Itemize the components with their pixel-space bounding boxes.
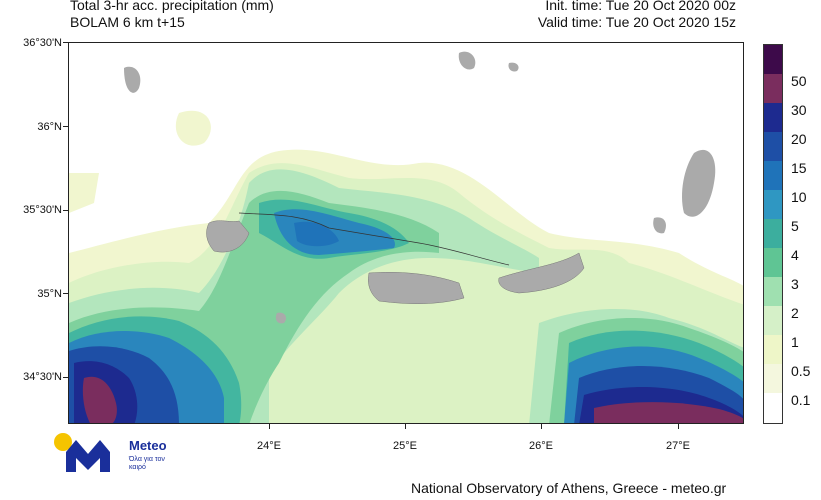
title-line-2: BOLAM 6 km t+15	[70, 14, 185, 30]
colorbar-label: 50	[791, 73, 807, 89]
logo-name: Meteo	[129, 438, 167, 453]
colorbar-band	[764, 219, 782, 248]
precipitation-field	[69, 51, 743, 423]
lat-tick	[63, 126, 68, 127]
lat-label-36: 36°N	[37, 121, 62, 133]
colorbar-label: 15	[791, 160, 807, 176]
meteo-logo	[54, 433, 110, 472]
island-rhodes	[682, 149, 716, 217]
colorbar-label: 5	[791, 218, 799, 234]
colorbar-band	[764, 248, 782, 277]
colorbar-band	[764, 335, 782, 364]
island-kasos	[653, 217, 666, 234]
forecast-times: Init. time: Tue 20 Oct 2020 00z Valid ti…	[538, 0, 736, 31]
lat-label-35: 35°N	[37, 288, 62, 300]
colorbar-label: 1	[791, 334, 799, 350]
lon-label-26: 26°E	[529, 440, 553, 452]
island-santorini	[458, 51, 476, 70]
lat-tick	[63, 42, 68, 43]
island-gavdos	[275, 312, 287, 324]
crete-coastline	[238, 212, 510, 266]
lon-tick	[269, 424, 270, 429]
colorbar-band	[764, 364, 782, 393]
colorbar-label: 10	[791, 189, 807, 205]
colorbar-band	[764, 132, 782, 161]
lat-tick	[63, 293, 68, 294]
lat-label-35-30: 35°30'N	[23, 204, 62, 216]
crete-west	[206, 220, 250, 253]
colorbar-label: 20	[791, 131, 807, 147]
colorbar-band	[764, 190, 782, 219]
lon-tick	[541, 424, 542, 429]
lon-label-24: 24°E	[257, 440, 281, 452]
colorbar-band	[764, 103, 782, 132]
valid-time: Valid time: Tue 20 Oct 2020 15z	[537, 14, 736, 30]
lon-label-25: 25°E	[393, 440, 417, 452]
lon-tick	[678, 424, 679, 429]
colorbar-label: 2	[791, 305, 799, 321]
sun-icon	[54, 433, 72, 451]
crete-east	[498, 252, 585, 294]
colorbar-label: 0.1	[791, 392, 811, 408]
colorbar-label: 30	[791, 102, 807, 118]
lat-label-36-30: 36°30'N	[23, 37, 62, 49]
precip-50mm-west	[82, 376, 117, 423]
precip-15mm-cell	[294, 221, 339, 247]
title-line-1: Total 3-hr acc. precipitation (mm)	[70, 0, 274, 13]
lat-tick	[63, 377, 68, 378]
lat-tick	[63, 210, 68, 211]
colorbar-label: 4	[791, 247, 799, 263]
colorbar-band	[764, 306, 782, 335]
colorbar-band	[764, 393, 782, 423]
island-small	[508, 62, 519, 72]
colorbar-band	[764, 161, 782, 190]
init-time: Init. time: Tue 20 Oct 2020 00z	[545, 0, 736, 13]
logo-m-mark	[66, 440, 110, 472]
colorbar-label: 3	[791, 276, 799, 292]
island-kythira	[124, 66, 141, 93]
lon-tick	[405, 424, 406, 429]
colorbar-band	[764, 74, 782, 103]
colorbar	[763, 44, 783, 424]
precip-0.5mm-patch	[175, 110, 211, 146]
map-title: Total 3-hr acc. precipitation (mm) BOLAM…	[70, 0, 274, 31]
colorbar-band	[764, 45, 782, 74]
lat-label-34-30: 34°30'N	[23, 371, 62, 383]
precipitation-map	[68, 42, 744, 424]
logo-tagline: Όλα για τον καιρό	[129, 456, 165, 471]
lon-label-27: 27°E	[666, 440, 690, 452]
colorbar-band	[764, 277, 782, 306]
crete-central	[368, 272, 465, 304]
precip-50mm-east	[594, 402, 743, 423]
precip-0.5mm-patch	[69, 173, 99, 213]
colorbar-label: 0.5	[791, 363, 811, 379]
footer-credit: National Observatory of Athens, Greece -…	[411, 480, 727, 496]
